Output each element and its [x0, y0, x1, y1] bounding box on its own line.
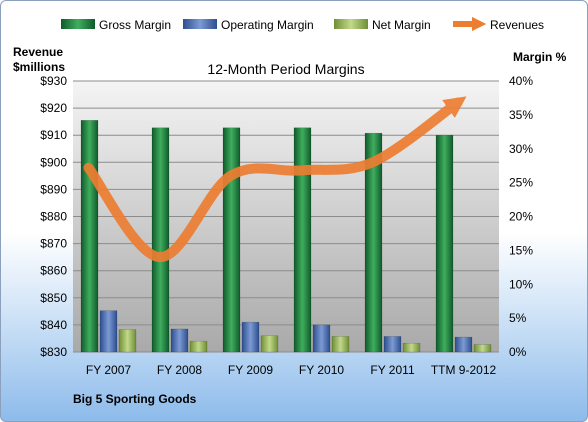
right-tick-label: 35%: [509, 108, 533, 122]
operating-margin-bar: [99, 310, 118, 353]
left-tick-label: $930: [40, 74, 67, 88]
left-tick-label: $910: [40, 128, 67, 142]
operating-margin-bar: [383, 336, 402, 353]
gross-margin-bar: [80, 120, 99, 353]
company-name: Big 5 Sporting Goods: [73, 392, 197, 406]
x-tick-label: FY 2011: [370, 363, 415, 377]
right-tick-label: 0%: [509, 345, 527, 359]
legend-revenues: Revenues: [490, 18, 544, 32]
chart-title: 12-Month Period Margins: [207, 61, 364, 77]
gross-margin-bar: [151, 127, 170, 353]
left-axis-title-line1: Revenue: [13, 45, 63, 59]
right-tick-label: 10%: [509, 277, 533, 291]
right-tick-label: 30%: [509, 142, 533, 156]
operating-margin-bar: [312, 324, 331, 353]
legend-swatch-operating: [183, 19, 217, 29]
right-axis-title: Margin %: [513, 50, 567, 64]
legend-swatch-net: [334, 19, 368, 29]
gross-margin-bar: [222, 127, 241, 353]
right-axis: 0% 5% 10% 15% 20% 25% 30% 35% 40%: [509, 74, 533, 359]
net-margin-bar: [402, 342, 421, 353]
operating-margin-bar: [170, 328, 189, 353]
legend-swatch-gross: [61, 19, 95, 29]
x-tick-label: FY 2010: [299, 363, 344, 377]
net-margin-bar: [118, 329, 137, 353]
left-tick-label: $890: [40, 182, 67, 196]
gross-margin-bar: [435, 134, 454, 353]
left-tick-label: $840: [40, 318, 67, 332]
right-tick-label: 25%: [509, 176, 533, 190]
gross-margin-bar: [293, 127, 312, 353]
right-tick-label: 40%: [509, 74, 533, 88]
left-tick-label: $900: [40, 155, 67, 169]
x-tick-label: FY 2009: [228, 363, 273, 377]
left-tick-label: $880: [40, 210, 67, 224]
left-axis: $830 $840 $850 $860 $870 $880 $890 $900 $910 $920…: [40, 74, 67, 359]
left-tick-label: $850: [40, 291, 67, 305]
left-axis-title-line2: $millions: [13, 60, 65, 74]
right-tick-label: 20%: [509, 210, 533, 224]
net-margin-bar: [189, 340, 208, 353]
right-tick-label: 5%: [509, 311, 527, 325]
legend-gross-margin: Gross Margin: [99, 18, 171, 32]
legend-net-margin: Net Margin: [372, 18, 431, 32]
x-tick-label: FY 2007: [86, 363, 131, 377]
left-tick-label: $860: [40, 264, 67, 278]
legend: Gross Margin Operating Margin Net Margin…: [61, 16, 544, 32]
revenue-line-group: [83, 96, 467, 263]
left-tick-label: $920: [40, 101, 67, 115]
net-margin-bar: [331, 336, 350, 353]
revenues-line: [83, 96, 467, 263]
net-margin-bar: [473, 344, 492, 353]
gridlines: [73, 80, 499, 353]
left-tick-label: $830: [40, 345, 67, 359]
operating-margin-bar: [241, 321, 260, 353]
operating-margin-bar: [454, 336, 473, 353]
x-tick-label: FY 2008: [157, 363, 202, 377]
x-axis: FY 2007 FY 2008 FY 2009 FY 2010 FY 2011 TTM 9…: [86, 363, 497, 377]
legend-operating-margin: Operating Margin: [221, 18, 314, 32]
x-tick-label: TTM 9-2012: [431, 363, 497, 377]
bars: [80, 120, 492, 353]
right-tick-label: 15%: [509, 243, 533, 257]
gross-margin-bar: [364, 132, 383, 353]
net-margin-bar: [260, 335, 279, 353]
left-tick-label: $870: [40, 237, 67, 251]
